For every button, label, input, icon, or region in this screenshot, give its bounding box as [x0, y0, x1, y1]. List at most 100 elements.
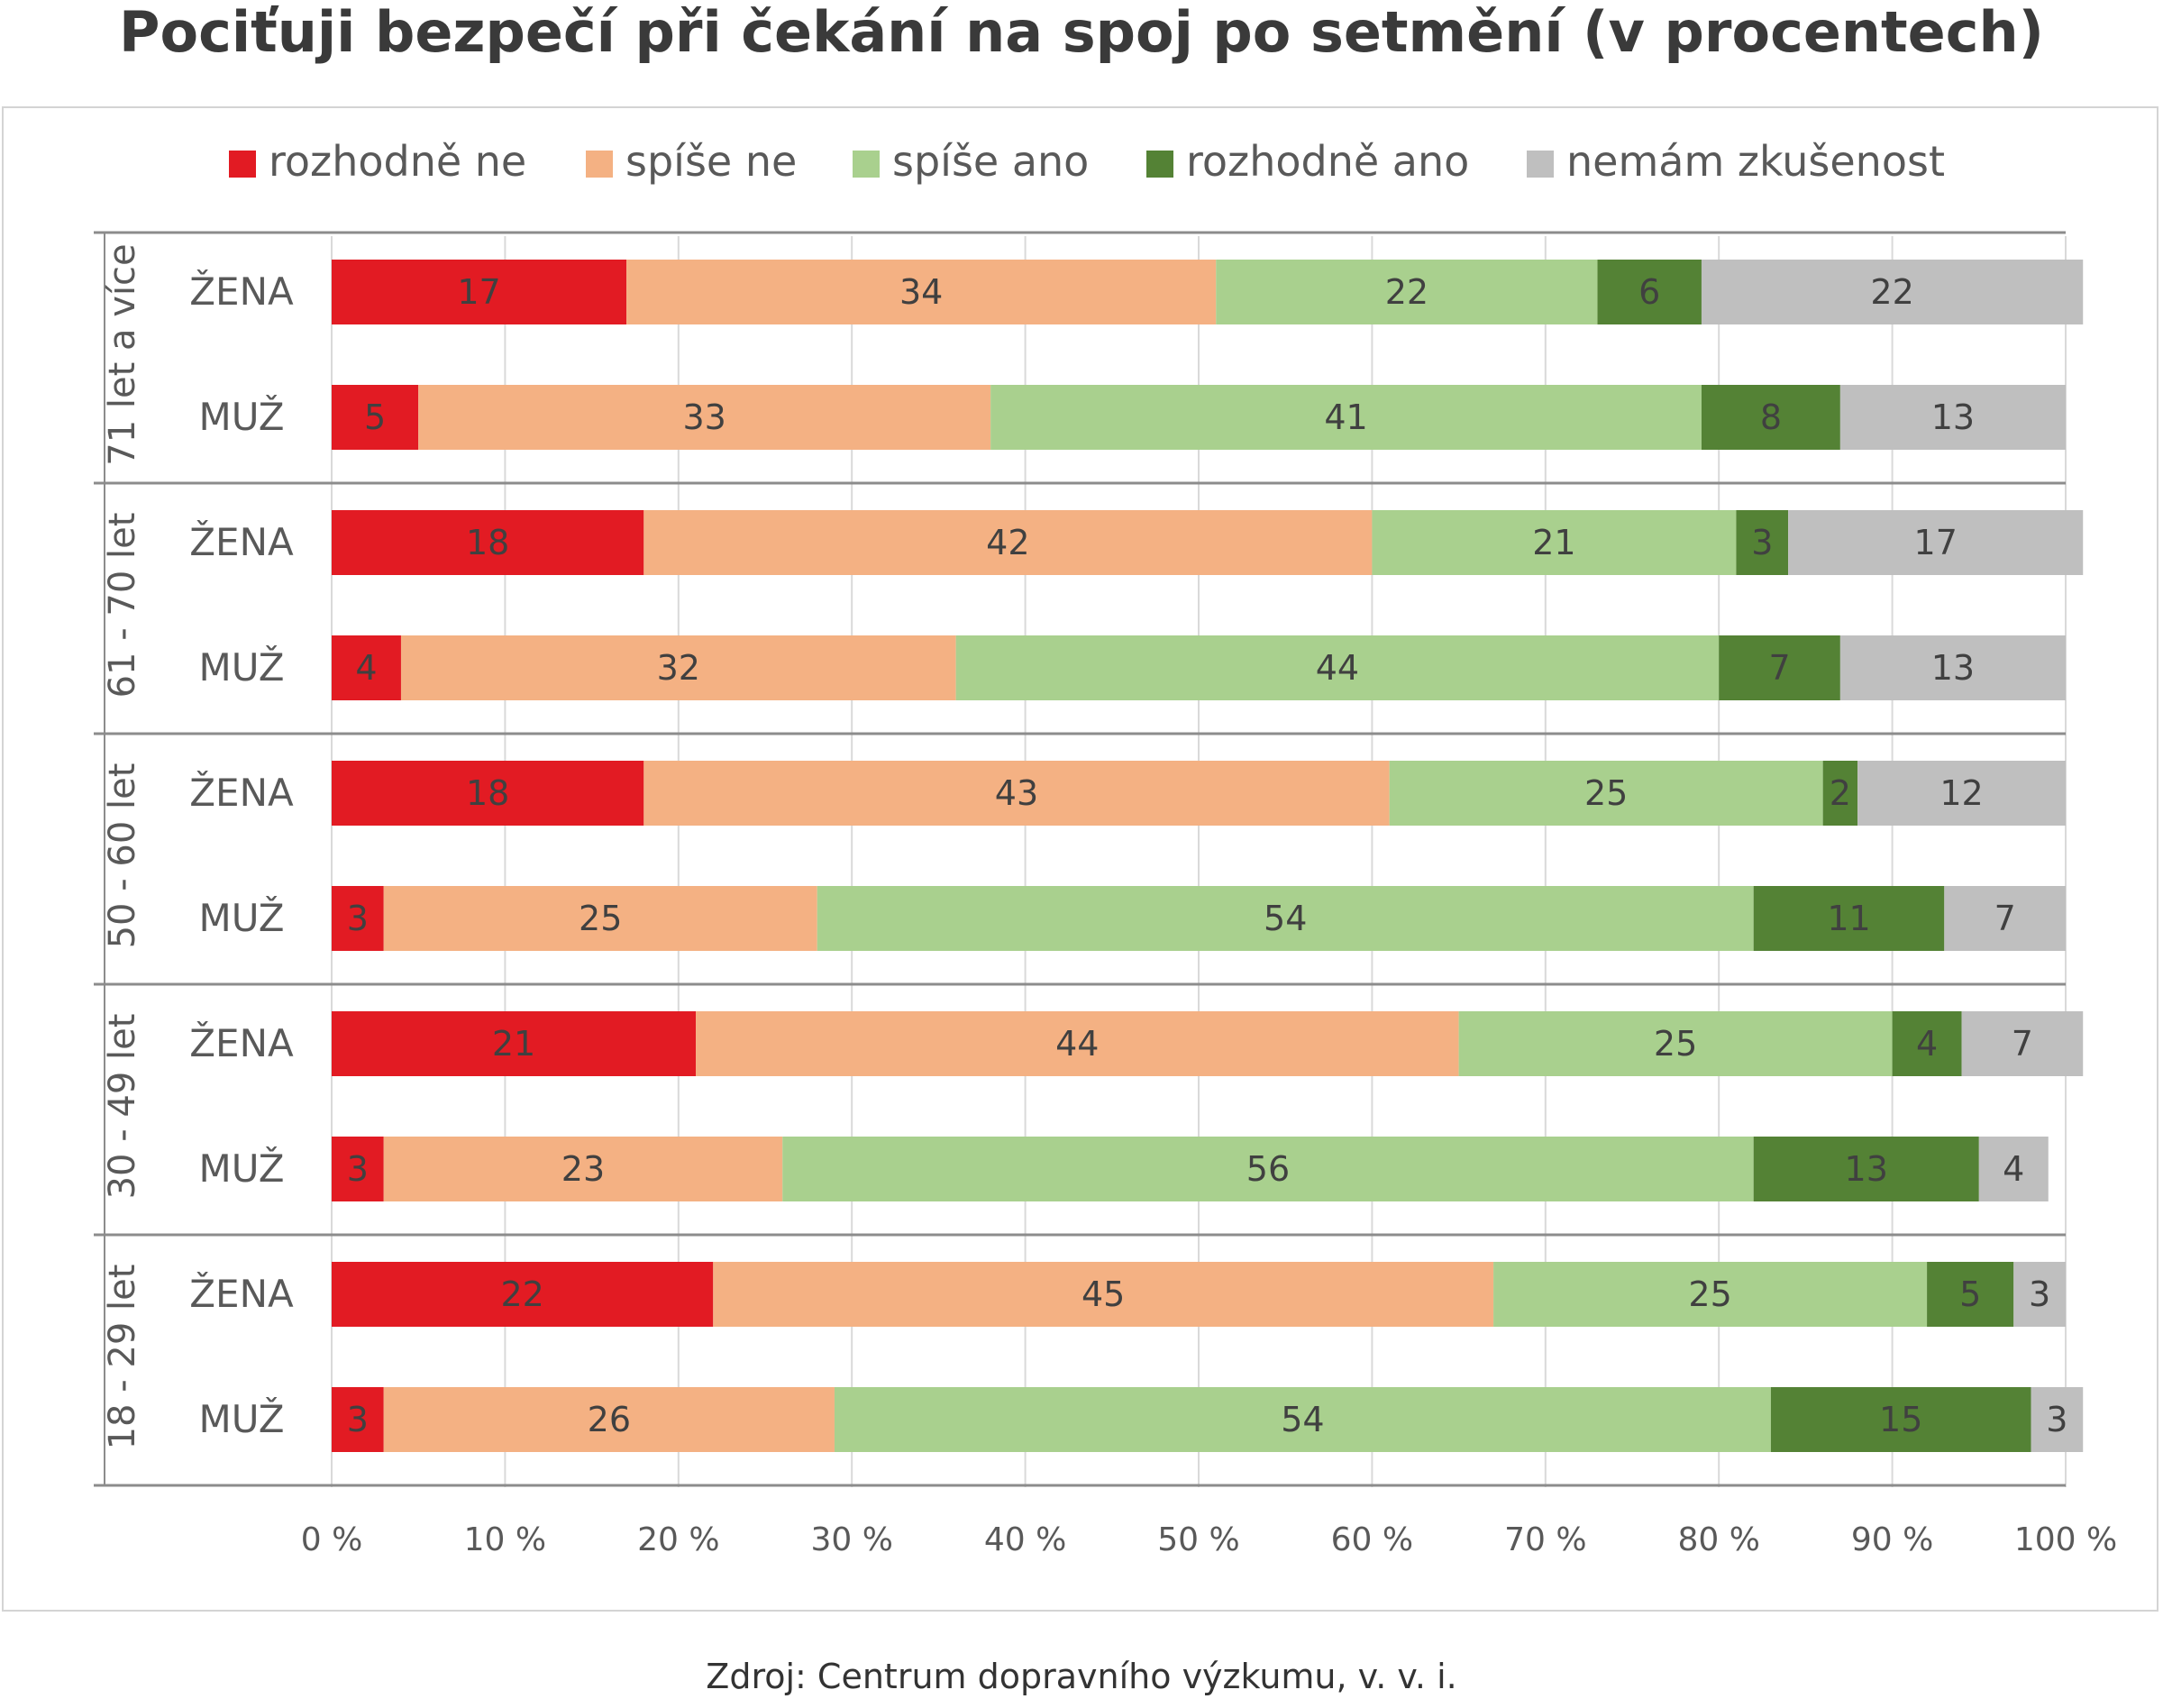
data-label: 3 [1751, 523, 1773, 562]
bar-segment [1978, 1137, 2049, 1201]
data-label: 2 [1830, 773, 1851, 813]
bar-segment [400, 635, 956, 700]
x-tick-label: 60 % [1331, 1521, 1413, 1558]
row-label: ŽENA [189, 519, 294, 564]
bar-segment [1719, 635, 1840, 700]
bar-segment [1372, 510, 1737, 575]
bar-segment [1701, 260, 2084, 324]
bar-segment [1892, 1011, 1962, 1076]
legend-swatch [853, 151, 880, 178]
data-label: 25 [1688, 1274, 1731, 1314]
data-label: 32 [657, 648, 700, 688]
stacked-bar-chart: 0 % 10 % 20 % 30 % 40 % 50 % 60 % 70 % 80 % 90 % 1… [94, 137, 2117, 1558]
data-label: 6 [1638, 272, 1660, 312]
data-label: 4 [1916, 1024, 1938, 1064]
data-label: 44 [1055, 1024, 1099, 1064]
x-tick-label: 0 % [301, 1521, 363, 1558]
bar-segment [332, 385, 419, 450]
data-label: 13 [1845, 1149, 1888, 1189]
bar-segment [955, 635, 1720, 700]
row-label: MUŽ [198, 1146, 284, 1191]
row-label: MUŽ [198, 394, 284, 439]
source-note: Zdroj: Centrum dopravního výzkumu, v. v.… [706, 1657, 1457, 1696]
bar-segment [1753, 886, 1945, 951]
bar-segment [1389, 761, 1823, 826]
data-label: 3 [347, 1400, 369, 1439]
data-label: 18 [466, 773, 509, 813]
bar-segment [782, 1137, 1754, 1201]
bar-segment [643, 510, 1373, 575]
data-label: 11 [1827, 899, 1870, 938]
chart-title: Pociťuji bezpečí při čekání na spoj po s… [119, 0, 2044, 65]
data-label: 41 [1324, 397, 1367, 437]
bar-segment [332, 1387, 384, 1452]
data-label: 34 [899, 272, 943, 312]
data-label: 56 [1246, 1149, 1290, 1189]
group-label: 30 - 49 let [102, 1014, 143, 1200]
bar-segment [713, 1262, 1494, 1327]
row-label: ŽENA [189, 1020, 294, 1065]
bar-segment [1839, 385, 2066, 450]
data-label: 17 [1914, 523, 1958, 562]
group-label: 71 let a více [102, 243, 143, 465]
legend-swatch [229, 151, 256, 178]
bar-segment [1597, 260, 1702, 324]
bar-segment [626, 260, 1217, 324]
data-label: 33 [682, 397, 726, 437]
data-label: 3 [2046, 1400, 2067, 1439]
row-label: ŽENA [189, 269, 294, 314]
data-label: 13 [1931, 648, 1975, 688]
bar-segment [1458, 1011, 1893, 1076]
data-label: 54 [1281, 1400, 1324, 1439]
data-label: 13 [1931, 397, 1975, 437]
bar-segment [1944, 886, 2066, 951]
bar-segment [817, 886, 1754, 951]
data-label: 5 [1959, 1274, 1981, 1314]
bar-segment [383, 886, 817, 951]
data-label: 54 [1264, 899, 1307, 938]
bar-segment [1822, 761, 1858, 826]
bar-segment [1788, 510, 2084, 575]
data-label: 25 [1654, 1024, 1697, 1064]
legend-label: nemám zkušenost [1566, 137, 1945, 186]
data-label: 23 [561, 1149, 605, 1189]
bar-segment [332, 1137, 384, 1201]
x-tick-label: 100 % [2014, 1521, 2117, 1558]
bar-segment [332, 1262, 714, 1327]
legend-label: spíše ne [625, 137, 797, 186]
data-label: 5 [364, 397, 386, 437]
row-label: MUŽ [198, 895, 284, 940]
bar-segment [1736, 510, 1789, 575]
x-tick-label: 70 % [1504, 1521, 1586, 1558]
bar-segment [383, 1387, 835, 1452]
x-tick-label: 90 % [1851, 1521, 1933, 1558]
data-label: 4 [355, 648, 377, 688]
bar-segment [1753, 1137, 1979, 1201]
bar-segment [332, 635, 401, 700]
data-label: 18 [466, 523, 509, 562]
data-label: 3 [2029, 1274, 2050, 1314]
legend-label: rozhodně ne [269, 137, 526, 186]
legend-swatch [586, 151, 613, 178]
bar-segment [332, 761, 644, 826]
data-label: 25 [579, 899, 622, 938]
data-label: 45 [1082, 1274, 1125, 1314]
row-label: MUŽ [198, 1396, 284, 1441]
data-label: 22 [1385, 272, 1428, 312]
bar-segment [1857, 761, 2066, 826]
data-label: 22 [1870, 272, 1913, 312]
bar-segment [2031, 1387, 2084, 1452]
data-label: 25 [1584, 773, 1628, 813]
chart-frame [2, 106, 2158, 1612]
x-tick-label: 30 % [810, 1521, 892, 1558]
x-tick-label: 10 % [464, 1521, 546, 1558]
data-label: 3 [347, 899, 369, 938]
data-label: 21 [1532, 523, 1575, 562]
bar-segment [1493, 1262, 1928, 1327]
legend-label: rozhodně ano [1186, 137, 1469, 186]
bar-segment [332, 510, 644, 575]
data-label: 42 [986, 523, 1029, 562]
bar-segment [383, 1137, 783, 1201]
bar-segment [643, 761, 1390, 826]
bar-segment [990, 385, 1702, 450]
